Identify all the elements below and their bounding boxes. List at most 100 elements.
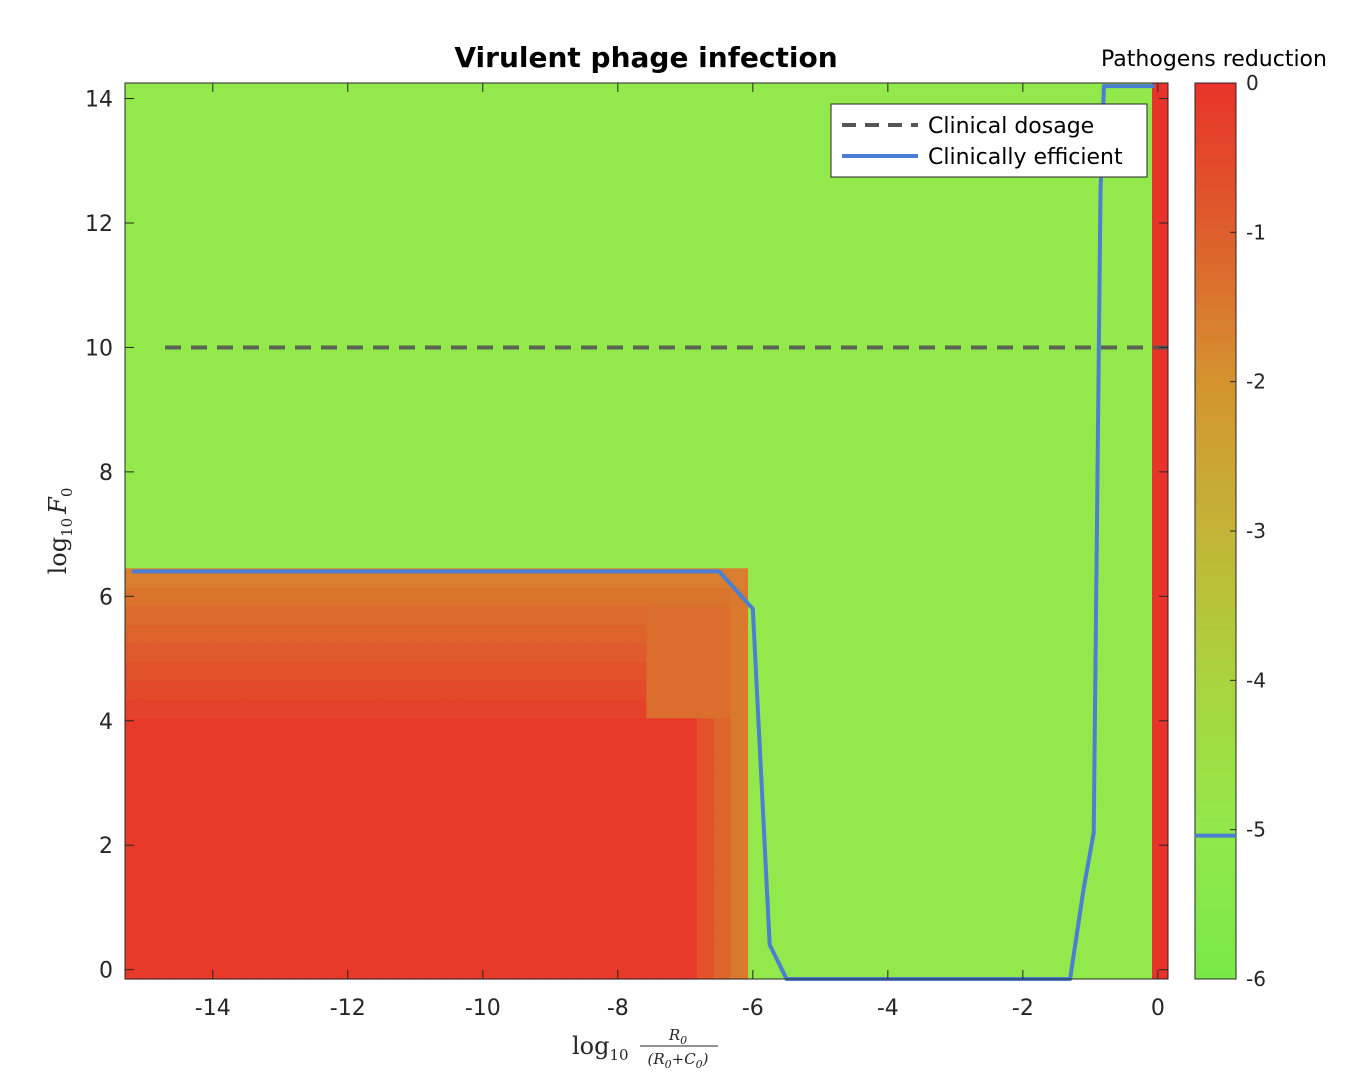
heatmap-cell: [562, 773, 580, 793]
heatmap-cell: [612, 717, 631, 737]
heatmap-cell: [175, 773, 193, 793]
heatmap-cell: [259, 941, 277, 961]
heatmap-cell: [562, 717, 580, 737]
heatmap-cell: [713, 643, 732, 663]
heatmap-cell: [646, 717, 664, 737]
heatmap-cell: [545, 885, 563, 905]
heatmap-cell: [242, 643, 261, 663]
heatmap-cell: [192, 624, 210, 644]
heatmap-cell: [511, 848, 530, 868]
heatmap-cell: [175, 941, 193, 961]
heatmap-cell: [276, 792, 294, 812]
heatmap-cell: [326, 587, 345, 607]
heatmap-cell: [141, 605, 160, 625]
heatmap-cell: [209, 904, 227, 924]
heatmap-cell: [696, 680, 715, 700]
heatmap-cell: [377, 792, 395, 812]
heatmap-cell: [141, 885, 160, 905]
heatmap-cell: [629, 680, 648, 700]
heatmap-cell: [192, 960, 210, 980]
heatmap-cell: [545, 923, 563, 943]
heatmap-cell: [629, 755, 648, 775]
heatmap-cell: [562, 624, 580, 644]
heatmap-cell: [444, 792, 463, 812]
heatmap-cell: [360, 605, 378, 625]
heatmap-cell: [394, 811, 412, 831]
heatmap-cell: [343, 867, 362, 887]
heatmap-cell: [427, 736, 446, 756]
chart-title: Virulent phage infection: [454, 41, 837, 74]
heatmap-cell: [225, 923, 244, 943]
heatmap-cell: [293, 867, 311, 887]
heatmap-cell: [511, 923, 530, 943]
heatmap-cell: [511, 792, 530, 812]
heatmap-cell: [528, 867, 547, 887]
heatmap-cell: [192, 605, 210, 625]
heatmap-cell: [511, 680, 530, 700]
heatmap-cell: [326, 904, 345, 924]
heatmap-cell: [125, 755, 143, 775]
heatmap-cell: [730, 923, 749, 943]
heatmap-cell: [562, 941, 580, 961]
heatmap-cell: [158, 848, 177, 868]
heatmap-cell: [495, 829, 513, 849]
heatmap-cell: [293, 904, 311, 924]
heatmap-cell: [478, 587, 496, 607]
heatmap-cell: [730, 680, 749, 700]
heatmap-cell: [545, 624, 563, 644]
heatmap-cell: [680, 792, 698, 812]
y-tick-label: 6: [99, 585, 113, 610]
heatmap-cell: [394, 587, 412, 607]
heatmap-cell: [680, 587, 698, 607]
heatmap-cell: [444, 717, 463, 737]
heatmap-cell: [495, 811, 513, 831]
heatmap-cell: [663, 699, 681, 719]
heatmap-cell: [225, 829, 244, 849]
heatmap-cell: [394, 736, 412, 756]
heatmap-cell: [696, 587, 715, 607]
heatmap-cell: [663, 773, 681, 793]
svg-text:R0: R0: [668, 1026, 687, 1047]
heatmap-cell: [141, 755, 160, 775]
heatmap-cell: [612, 680, 631, 700]
heatmap-cell: [629, 885, 648, 905]
heatmap-cell: [225, 699, 244, 719]
heatmap-cell: [562, 792, 580, 812]
heatmap-cell: [360, 773, 378, 793]
heatmap-cell: [596, 661, 614, 681]
heatmap-cell: [175, 904, 193, 924]
heatmap-cell: [259, 792, 277, 812]
heatmap-cell: [545, 699, 563, 719]
heatmap-cell: [192, 773, 210, 793]
heatmap-cell: [528, 941, 547, 961]
heatmap-cell: [444, 811, 463, 831]
heatmap-cell: [663, 661, 681, 681]
heatmap-cell: [360, 736, 378, 756]
heatmap-cell: [528, 829, 547, 849]
heatmap-cell: [612, 941, 631, 961]
heatmap-cell: [461, 923, 479, 943]
heatmap-cell: [579, 941, 597, 961]
heatmap-cell: [326, 661, 345, 681]
heatmap-cell: [596, 792, 614, 812]
heatmap-cell: [360, 587, 378, 607]
heatmap-cell: [192, 736, 210, 756]
heatmap-cell: [629, 923, 648, 943]
heatmap-cell: [495, 848, 513, 868]
heatmap-cell: [293, 773, 311, 793]
y-axis-ticks: 0 2 4 6 8 10 12 14: [85, 88, 1168, 984]
heatmap-cell: [209, 699, 227, 719]
heatmap-cell: [125, 643, 143, 663]
heatmap-cell: [175, 755, 193, 775]
heatmap-cell: [377, 829, 395, 849]
heatmap-cell: [646, 587, 664, 607]
heatmap-cell: [192, 717, 210, 737]
heatmap-cell: [495, 643, 513, 663]
heatmap-cell: [596, 773, 614, 793]
heatmap-cell: [596, 717, 614, 737]
heatmap-cell: [192, 699, 210, 719]
heatmap-cell: [545, 643, 563, 663]
heatmap-cell: [360, 867, 378, 887]
heatmap-cell: [612, 811, 631, 831]
heatmap-cell: [192, 848, 210, 868]
